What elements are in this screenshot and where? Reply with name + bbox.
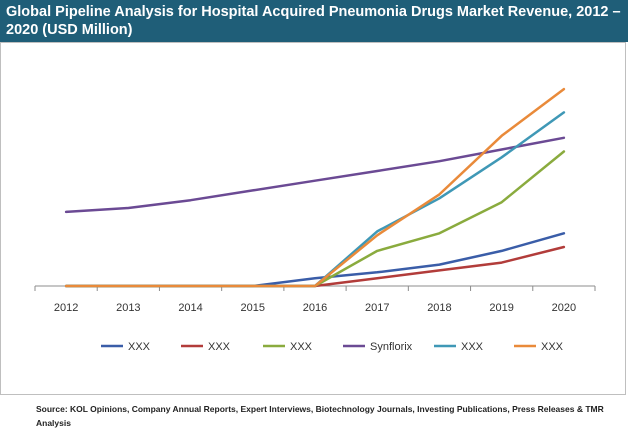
x-tick-label: 2017 [365, 302, 389, 314]
x-tick-label: 2012 [54, 302, 78, 314]
series-line-5 [64, 111, 566, 288]
x-tick-label: 2020 [552, 302, 576, 314]
series-line-3 [64, 150, 566, 288]
legend-label: XXX [208, 341, 231, 353]
series-line-1 [64, 232, 566, 288]
legend-label: Synflorix [370, 341, 413, 353]
chart-area: 2012 2013 2014 2015 2016 2017 2018 2019 2020 XXX… [0, 42, 626, 395]
legend: XXX XXX XXX Synflorix XXX XXX [101, 341, 564, 353]
x-tick-label: 2015 [241, 302, 265, 314]
x-tick-label: 2018 [427, 302, 451, 314]
line-chart: 2012 2013 2014 2015 2016 2017 2018 2019 2020 XXX… [34, 87, 596, 353]
legend-label: XXX [128, 341, 151, 353]
series-lines [64, 87, 566, 288]
x-tick-label: 2014 [178, 302, 202, 314]
axes: 2012 2013 2014 2015 2016 2017 2018 2019 2020 [34, 285, 596, 314]
legend-label: XXX [290, 341, 313, 353]
x-tick-label: 2016 [303, 302, 327, 314]
series-line-6 [64, 87, 566, 288]
chart-title: Global Pipeline Analysis for Hospital Ac… [0, 0, 628, 42]
legend-label: XXX [541, 341, 564, 353]
source-note: Source: KOL Opinions, Company Annual Rep… [36, 404, 604, 428]
x-tick-label: 2019 [489, 302, 513, 314]
legend-label: XXX [461, 341, 484, 353]
x-tick-label: 2013 [116, 302, 140, 314]
series-line-4 [64, 136, 566, 214]
